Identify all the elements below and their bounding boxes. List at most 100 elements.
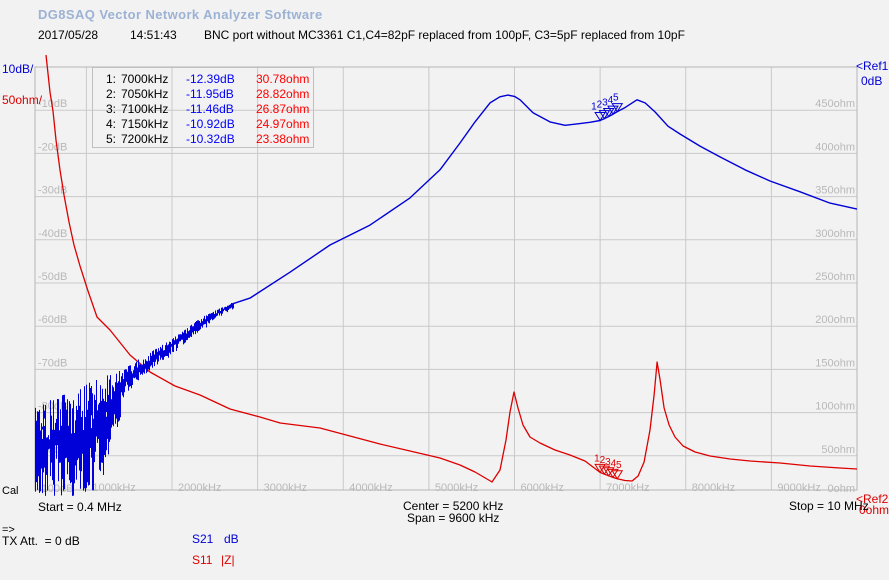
s11-marker-triangle [598, 465, 611, 476]
left-scale-ohm: 50ohm/ [2, 93, 43, 107]
s21-marker-number: 5 [613, 93, 619, 104]
x-tick-label: 7000kHz [606, 482, 649, 494]
s21-marker-number: 4 [608, 95, 614, 106]
s21-marker-number: 2 [597, 100, 603, 111]
marker-row: 1: 7000kHz -12.39dB 30.78ohm [93, 72, 313, 87]
cal-status: Cal [2, 485, 19, 497]
s11-marker-number: 4 [611, 458, 617, 469]
header-description: BNC port without MC3361 C1,C4=82pF repla… [204, 28, 685, 42]
x-tick-label: 5000kHz [435, 482, 478, 494]
grid [35, 67, 857, 490]
ohm-tick-label: 400ohm [815, 141, 855, 153]
s11-marker-number: 5 [616, 460, 622, 471]
s21-marker-triangle [611, 103, 624, 113]
s21-trace [232, 94, 858, 305]
marker-ohm: 28.82ohm [256, 87, 310, 101]
marker-index: 3: [106, 102, 117, 116]
marker-freq: 7100kHz [121, 102, 169, 116]
header-date: 2017/05/28 [38, 28, 99, 42]
marker-row: 4: 7150kHz -10.92dB 24.97ohm [93, 117, 313, 132]
s21-marker-triangle [602, 108, 615, 118]
marker-db: -11.46dB [186, 102, 234, 116]
marker-table: 1: 7000kHz -12.39dB 30.78ohm 2: 7050kHz -11.9… [92, 67, 314, 148]
x-tick-label: 1000kHz [92, 482, 135, 494]
marker-db: -11.95dB [186, 87, 234, 101]
marker-db: -10.32dB [186, 132, 235, 146]
marker-freq: 7200kHz [121, 132, 169, 146]
db-tick-label: -30dB [38, 185, 67, 197]
s21-marker-number: 1 [591, 102, 597, 113]
s21-marker-triangle [607, 105, 619, 116]
ohm-tick-label: 100ohm [815, 401, 855, 413]
x-tick-label: 9000kHz [777, 482, 820, 494]
x-tick-labels: 1000kHz 2000kHz 3000kHz 4000kHz 5000kHz 6000k… [92, 482, 820, 494]
sweep-center: Center = 5200 kHz [403, 499, 504, 513]
marker-freq: 7000kHz [121, 72, 169, 86]
db-tick-label: -60dB [38, 314, 67, 326]
tx-attenuation: TX Att. = 0 dB [2, 534, 80, 548]
s21-marker-triangle [598, 110, 611, 120]
x-tick-label: 8000kHz [692, 482, 735, 494]
ohm-tick-label: 350ohm [815, 185, 855, 197]
ref1-label: <Ref1 [856, 59, 889, 73]
trace2-unit: |Z| [221, 553, 235, 567]
x-tick-label: 6000kHz [521, 482, 564, 494]
trace2-name: S11 [192, 553, 213, 567]
ohm-tick-label: 200ohm [815, 314, 855, 326]
ohm-tick-label: 50ohm [821, 444, 855, 456]
x-tick-label: 3000kHz [264, 482, 307, 494]
ohm-tick-label: 450ohm [815, 98, 855, 110]
marker-row: 5: 7200kHz -10.32dB 23.38ohm [93, 132, 313, 147]
s11-marker-triangle [594, 463, 607, 474]
x-tick-label: 2000kHz [178, 482, 221, 494]
x-tick-label: 4000kHz [349, 482, 392, 494]
s11-marker-triangle [607, 468, 619, 479]
ohm-tick-labels: 450ohm 400ohm 350ohm 300ohm 250ohm 200ohm 150o… [815, 98, 855, 495]
ref2-label: <Ref2 [856, 492, 889, 506]
marker-index: 5: [106, 132, 117, 146]
marker-db: -10.92dB [186, 117, 235, 131]
db-tick-label: -50dB [38, 271, 67, 283]
s11-trace [45, 54, 858, 483]
marker-ohm: 26.87ohm [256, 102, 310, 116]
db-tick-labels: -10dB-20dB-30dB-40dB-50dB-60dB-70dB-80dB… [38, 98, 73, 495]
marker-index: 4: [106, 117, 117, 131]
marker-index: 1: [106, 72, 117, 86]
ref1-value: 0dB [861, 74, 883, 88]
plot-border [34, 66, 858, 491]
arrow-status: => [2, 524, 15, 536]
s11-marker-number: 2 [600, 455, 606, 466]
ref2-value: 0ohm [859, 503, 889, 517]
db-tick-label: -10dB [38, 98, 67, 110]
sweep-start: Start = 0.4 MHz [38, 500, 122, 514]
marker-freq: 7050kHz [121, 87, 169, 101]
db-tick-label: -70dB [38, 357, 67, 369]
sweep-stop: Stop = 10 MHz [789, 499, 869, 513]
ohm-tick-label: 150ohm [815, 357, 855, 369]
db-tick-label: -40dB [38, 228, 67, 240]
s11-marker-triangle [611, 470, 624, 480]
app-title: DG8SAQ Vector Network Analyzer Software [38, 7, 323, 22]
ohm-tick-label: 0ohm [827, 483, 855, 495]
s11-marker-number: 3 [605, 457, 611, 468]
s21-marker-number: 3 [602, 98, 608, 109]
marker-ohm: 30.78ohm [256, 72, 310, 86]
marker-row: 3: 7100kHz -11.46dB 26.87ohm [93, 102, 313, 117]
marker-row: 2: 7050kHz -11.95dB 28.82ohm [93, 87, 313, 102]
s21-noise-band [35, 303, 234, 496]
marker-index: 2: [106, 87, 117, 101]
header-time: 14:51:43 [130, 28, 177, 42]
s11-marker-number: 1 [594, 453, 600, 464]
marker-ohm: 23.38ohm [256, 132, 310, 146]
left-scale-db: 10dB/ [2, 62, 34, 76]
trace1-name: S21 [192, 532, 214, 546]
sweep-span: Span = 9600 kHz [407, 511, 500, 525]
ohm-tick-label: 300ohm [815, 228, 855, 240]
marker-db: -12.39dB [186, 72, 235, 86]
s11-marker-triangle [602, 467, 615, 477]
db-tick-label: -100dB [38, 483, 73, 495]
marker-ohm: 24.97ohm [256, 117, 310, 131]
marker-freq: 7150kHz [121, 117, 169, 131]
